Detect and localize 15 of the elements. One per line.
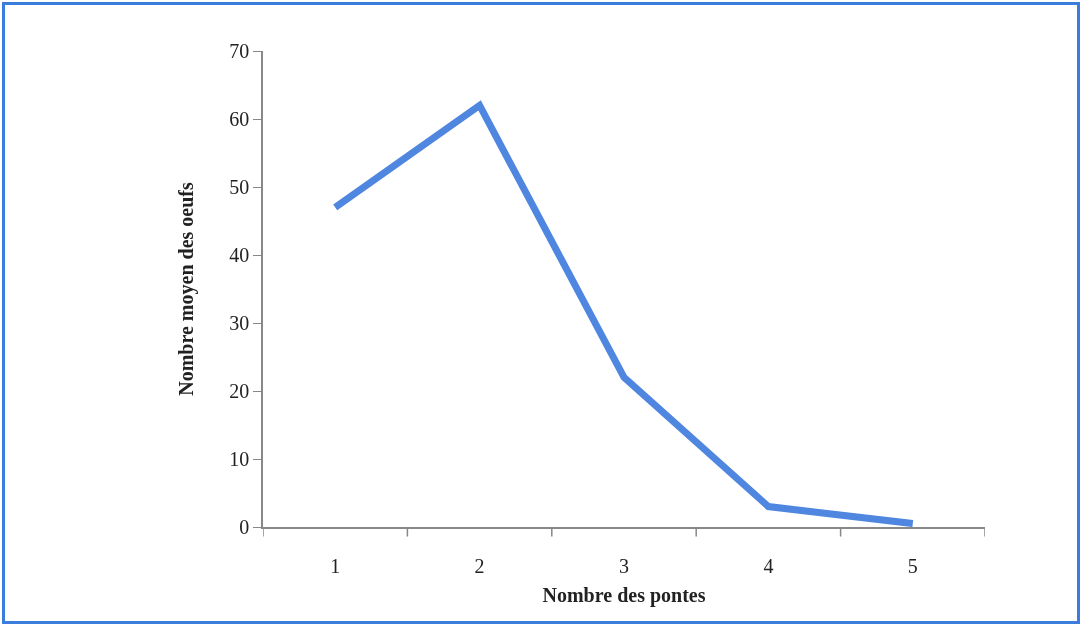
y-tick-label: 20	[229, 380, 250, 402]
y-tick-label: 10	[229, 448, 250, 470]
x-tick-label: 2	[474, 554, 485, 577]
x-tick-label: 1	[330, 554, 341, 577]
x-tick-label: 4	[763, 554, 774, 577]
y-axis-title: Nombre moyen des oeufs	[175, 182, 199, 396]
x-tick-label: 5	[907, 554, 918, 577]
y-tick-label: 0	[239, 516, 250, 538]
x-tick-label: 3	[619, 554, 629, 577]
y-tick-label: 40	[229, 244, 250, 266]
y-tick-label: 50	[229, 176, 250, 198]
y-tick-label: 30	[229, 312, 250, 334]
x-axis-title: Nombre des pontes	[542, 583, 706, 607]
y-tick-label: 70	[229, 40, 250, 62]
y-tick-label: 60	[229, 108, 250, 130]
